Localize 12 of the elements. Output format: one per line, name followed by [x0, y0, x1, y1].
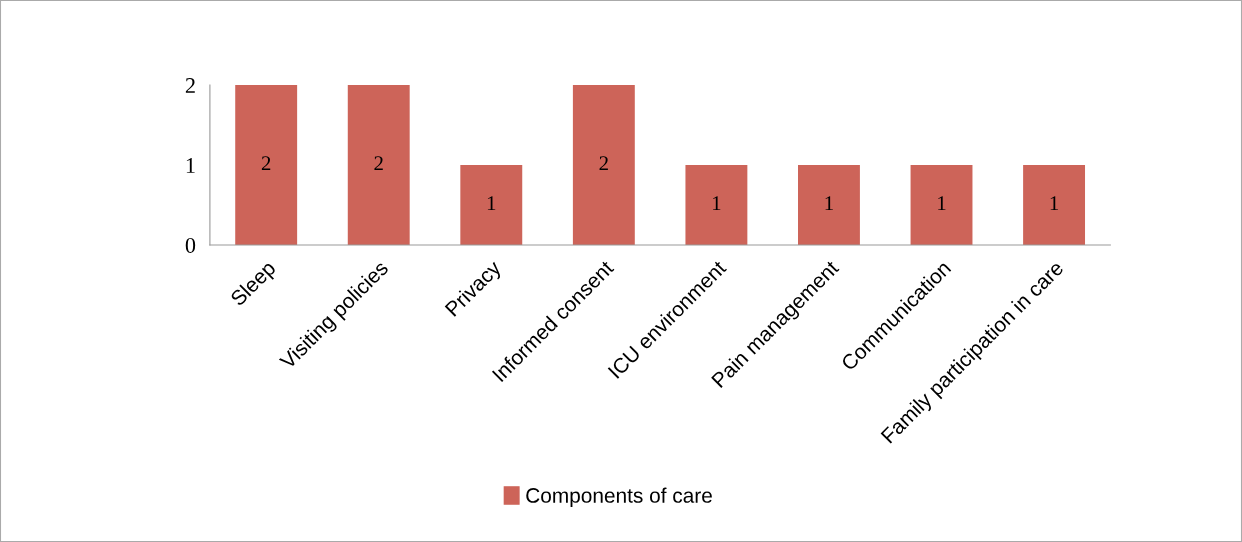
- data-label: 1: [1050, 196, 1059, 211]
- data-label: 2: [261, 156, 271, 171]
- legend-label: Components of care: [526, 487, 712, 507]
- data-label: 1: [825, 196, 833, 211]
- y-tick-label: 0: [185, 237, 196, 253]
- y-tick-label: 1: [186, 158, 195, 173]
- y-tick-label: 2: [185, 78, 195, 93]
- data-label: 1: [938, 196, 946, 211]
- data-label: 1: [713, 196, 721, 211]
- data-label: 1: [487, 196, 496, 211]
- data-label: 2: [374, 156, 383, 171]
- data-label: 2: [599, 156, 608, 171]
